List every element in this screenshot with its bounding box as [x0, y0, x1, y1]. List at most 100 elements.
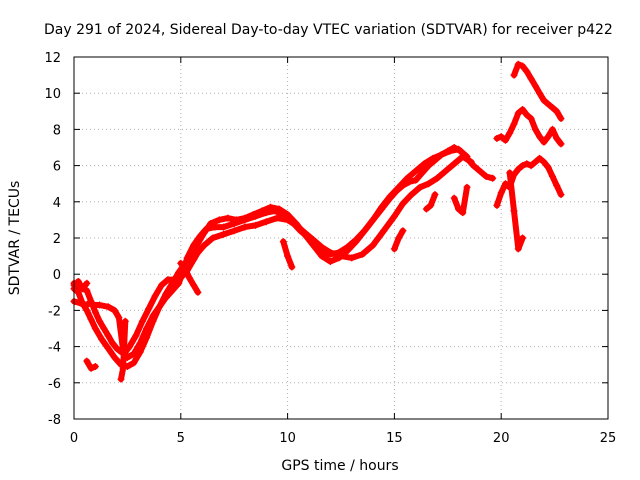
data-point: [527, 162, 535, 170]
y-tick-label: 6: [53, 160, 61, 175]
data-point: [399, 227, 407, 235]
series-track-h: [279, 238, 296, 271]
data-point: [459, 209, 467, 217]
data-point: [497, 133, 505, 141]
series-track-f: [117, 317, 129, 383]
data-point: [482, 172, 490, 180]
data-point: [138, 317, 146, 325]
data-point: [514, 245, 522, 253]
data-point: [557, 140, 565, 148]
series-trace: [71, 278, 90, 292]
data-point: [519, 62, 527, 70]
data-point: [74, 288, 82, 296]
data-point: [87, 364, 95, 372]
data-point: [275, 205, 283, 213]
series-trace: [451, 184, 470, 216]
data-point: [348, 254, 356, 262]
data-point: [87, 297, 95, 305]
data-point: [100, 325, 108, 332]
data-point: [249, 210, 257, 218]
data-point: [267, 203, 275, 211]
data-point: [288, 263, 296, 271]
data-point: [111, 353, 119, 361]
data-point: [412, 176, 420, 184]
y-tick-label: -6: [48, 377, 61, 392]
data-point: [352, 238, 360, 246]
data-point: [548, 104, 556, 112]
data-point: [514, 109, 522, 117]
x-tick-label: 20: [493, 431, 510, 446]
data-point: [431, 191, 439, 199]
data-point: [326, 258, 334, 266]
data-point: [187, 250, 195, 258]
data-point: [232, 216, 240, 224]
y-tick-label: 12: [44, 51, 61, 66]
data-point: [83, 357, 91, 365]
data-point: [177, 259, 185, 267]
data-point: [527, 75, 535, 83]
data-point: [360, 227, 368, 235]
data-point: [292, 220, 300, 228]
data-point: [497, 189, 505, 197]
data-point: [544, 100, 552, 108]
y-tick-label: 2: [53, 232, 61, 247]
data-point: [437, 151, 445, 159]
series-track-o: [506, 169, 527, 253]
data-point: [506, 169, 514, 177]
data-point: [510, 207, 518, 215]
data-point: [326, 248, 334, 256]
data-point: [175, 268, 183, 276]
data-point: [209, 234, 217, 242]
data-point: [262, 218, 270, 226]
data-point: [200, 241, 208, 249]
data-point: [519, 162, 527, 170]
data-point: [126, 343, 134, 351]
data-point: [98, 335, 106, 343]
data-point: [540, 138, 548, 146]
y-tick-label: 8: [53, 123, 61, 138]
data-point: [450, 160, 458, 168]
data-point: [527, 115, 535, 123]
data-point: [91, 363, 99, 371]
data-point: [79, 285, 87, 293]
data-point: [433, 174, 441, 182]
data-point: [83, 306, 91, 314]
data-point: [215, 216, 223, 224]
data-point: [117, 375, 125, 383]
data-point: [501, 180, 509, 188]
data-point: [104, 344, 112, 352]
ticks: 0 5 10 15 20 25 -8 -6 -4 -2 0 2 4 6 8 10 12: [44, 51, 616, 446]
series-group: [70, 60, 565, 383]
data-point: [96, 301, 104, 309]
y-tick-label: -2: [48, 304, 61, 319]
data-point: [273, 214, 281, 222]
data-point: [284, 210, 292, 218]
x-tick-label: 5: [177, 431, 185, 446]
x-axis-label: GPS time / hours: [281, 458, 398, 474]
series-track-n: [510, 60, 565, 123]
series-track-m: [493, 105, 565, 148]
series-trace: [71, 146, 470, 370]
data-point: [467, 158, 475, 166]
data-point: [369, 241, 377, 249]
data-point: [194, 239, 202, 247]
data-point: [136, 348, 144, 356]
data-point: [463, 153, 471, 161]
data-point: [519, 234, 527, 242]
data-point: [132, 332, 140, 340]
data-point: [190, 281, 198, 289]
data-point: [390, 245, 398, 253]
data-point: [450, 194, 458, 202]
data-point: [87, 315, 95, 323]
data-point: [96, 317, 104, 325]
data-point: [540, 158, 548, 166]
data-point: [553, 107, 561, 115]
data-point: [343, 247, 351, 255]
data-point: [335, 254, 343, 262]
series-trace: [493, 106, 564, 147]
x-tick-label: 25: [600, 431, 617, 446]
data-point: [531, 158, 539, 166]
data-point: [523, 160, 531, 168]
data-point: [168, 279, 176, 287]
data-point: [416, 183, 424, 191]
